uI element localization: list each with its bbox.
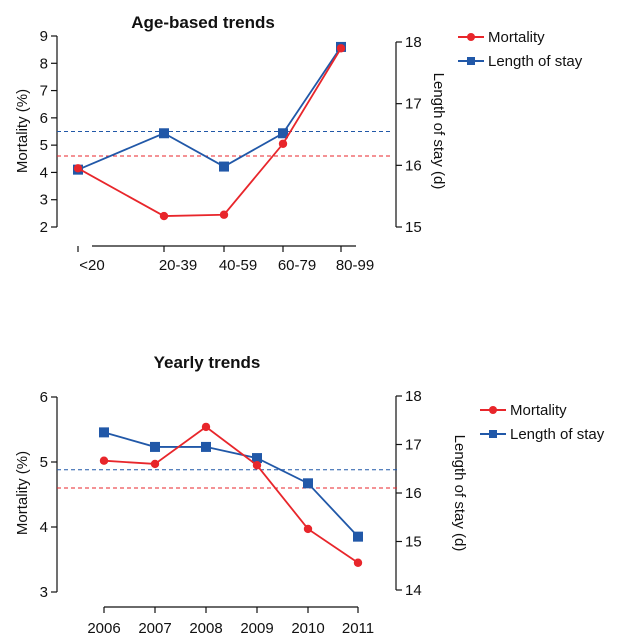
legend: Mortality Length of stay bbox=[458, 29, 583, 70]
x-tick-label: 80-99 bbox=[336, 257, 374, 274]
legend: Mortality Length of stay bbox=[480, 402, 605, 443]
mortality-point bbox=[99, 456, 109, 465]
length-of-stay-point bbox=[150, 441, 160, 452]
length-of-stay-point bbox=[159, 128, 169, 139]
y-tick-label: 8 bbox=[40, 55, 48, 72]
legend-mortality-marker bbox=[467, 33, 475, 41]
y2-axis-label: Length of stay (d) bbox=[451, 435, 468, 552]
y-tick-label: 4 bbox=[40, 519, 48, 536]
legend-mortality-label: Mortality bbox=[488, 29, 545, 46]
mortality-point bbox=[278, 139, 288, 148]
x-tick-label: 2009 bbox=[240, 620, 273, 637]
x-tick-label: 2006 bbox=[87, 620, 120, 637]
y-tick-label: 7 bbox=[40, 83, 48, 100]
y-tick-label: 9 bbox=[40, 28, 48, 45]
mortality-point bbox=[336, 44, 346, 53]
length-of-stay-point bbox=[219, 161, 229, 172]
y2-axis-label: Length of stay (d) bbox=[430, 73, 447, 190]
y-tick-label: 5 bbox=[40, 137, 48, 154]
x-tick-label: 2007 bbox=[138, 620, 171, 637]
mortality-point bbox=[150, 459, 160, 469]
y-tick-label: 4 bbox=[40, 164, 48, 181]
length-of-stay-point bbox=[303, 478, 313, 489]
chart-title: Yearly trends bbox=[154, 353, 261, 372]
chart-yearly: Yearly trends Mortality (%) Length of st… bbox=[14, 353, 605, 637]
y2-tick-label: 15 bbox=[405, 219, 422, 236]
y-tick-label: 6 bbox=[40, 110, 48, 127]
y2-tick-label: 14 bbox=[405, 582, 422, 599]
y-tick-label: 5 bbox=[40, 454, 48, 471]
legend-los-marker bbox=[489, 430, 497, 438]
y2-tick-label: 15 bbox=[405, 534, 422, 551]
y2-tick-label: 16 bbox=[405, 485, 422, 502]
y2-tick-label: 17 bbox=[405, 437, 422, 454]
legend-los-marker bbox=[467, 57, 475, 65]
legend-los-label: Length of stay bbox=[510, 426, 605, 443]
legend-los-label: Length of stay bbox=[488, 53, 583, 70]
y2-tick-label: 18 bbox=[405, 34, 422, 51]
x-tick-label: 2011 bbox=[342, 620, 374, 637]
x-tick-label: 2010 bbox=[291, 620, 324, 637]
length-of-stay-point bbox=[252, 453, 262, 464]
mortality-point bbox=[252, 461, 262, 470]
series-line-mortality bbox=[77, 47, 342, 217]
length-of-stay-point bbox=[278, 128, 288, 139]
mortality-point bbox=[159, 211, 169, 221]
mortality-point bbox=[353, 558, 363, 567]
y-axis-label: Mortality (%) bbox=[14, 451, 31, 535]
series-line-length-of-stay bbox=[77, 46, 342, 171]
series-line-mortality bbox=[103, 425, 359, 564]
x-tick-label: 2008 bbox=[189, 620, 222, 637]
x-tick-label: <20 bbox=[79, 257, 104, 274]
length-of-stay-point bbox=[99, 427, 109, 438]
length-of-stay-point bbox=[201, 441, 211, 452]
legend-mortality-label: Mortality bbox=[510, 402, 567, 419]
x-tick-label: 40-59 bbox=[219, 257, 257, 274]
y-tick-label: 6 bbox=[40, 389, 48, 406]
mortality-point bbox=[303, 524, 313, 534]
y-axis-label: Mortality (%) bbox=[14, 89, 31, 173]
y-tick-label: 2 bbox=[40, 219, 48, 236]
length-of-stay-point bbox=[353, 531, 363, 542]
mortality-point bbox=[219, 210, 229, 219]
mortality-point bbox=[73, 164, 83, 173]
y2-tick-label: 18 bbox=[405, 388, 422, 405]
y-tick-label: 3 bbox=[40, 192, 48, 209]
mortality-point bbox=[201, 422, 211, 432]
y2-tick-label: 16 bbox=[405, 157, 422, 174]
chart-title: Age-based trends bbox=[131, 13, 275, 32]
y-tick-label: 3 bbox=[40, 584, 48, 601]
x-tick-label: 60-79 bbox=[278, 257, 316, 274]
series-line-length-of-stay bbox=[103, 431, 359, 538]
x-tick-label: 20-39 bbox=[159, 257, 197, 274]
y2-tick-label: 17 bbox=[405, 96, 422, 113]
chart-age-based: Age-based trends Mortality (%) Length of… bbox=[14, 13, 583, 274]
legend-mortality-marker bbox=[489, 406, 497, 414]
